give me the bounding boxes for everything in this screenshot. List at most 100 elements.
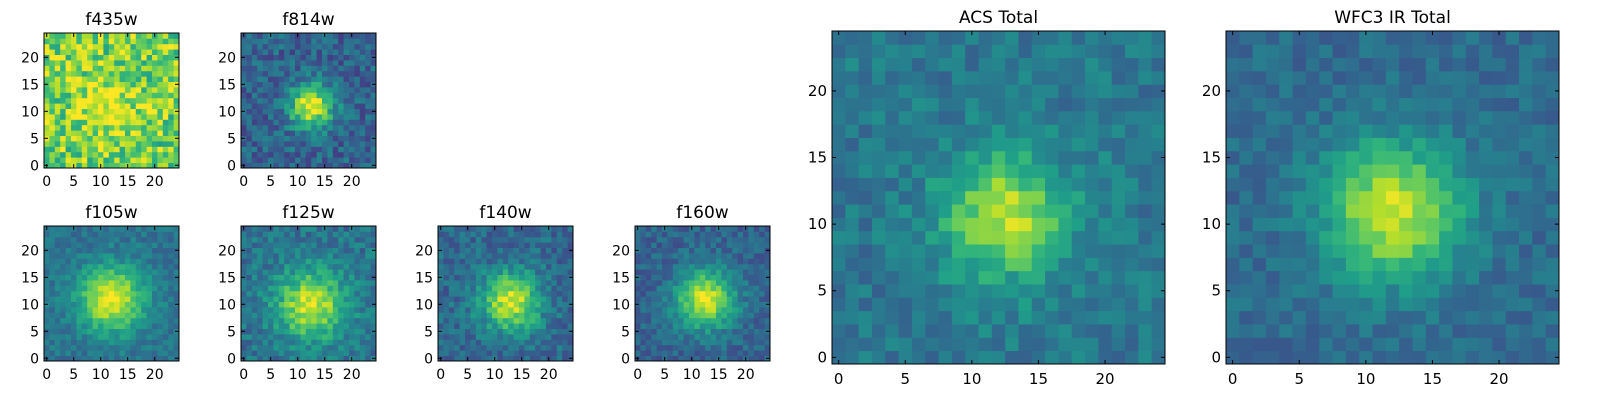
heatmap-cell [92,65,99,72]
heatmap-cell [1045,297,1059,312]
heatmap-cell [311,38,317,45]
heatmap-cell [135,65,142,72]
heatmap-cell [1045,270,1059,285]
heatmap-cell [157,334,164,340]
heatmap-cell [978,350,993,365]
heatmap-cell [556,339,563,346]
heatmap-cell [470,247,477,254]
heatmap-cell [81,87,88,93]
heatmap-cell [832,110,846,125]
heatmap-cell [305,258,312,265]
heatmap-cell [502,334,509,340]
heatmap-cell [524,328,531,335]
heatmap-cell [349,350,355,356]
heatmap-cell [168,350,174,356]
heatmap-cell [322,236,328,243]
heatmap-cell [81,290,88,297]
heatmap-cell [1005,70,1019,85]
heatmap-cell [135,108,142,115]
heatmap-cell [1138,44,1153,59]
heatmap-cell [162,269,169,275]
heatmap-cell [108,339,115,346]
heatmap-cell [343,49,350,55]
heatmap-cell [327,301,334,308]
heatmap-cell [354,247,361,254]
heatmap-cell [157,307,164,313]
heatmap-cell [119,355,126,362]
heatmap-cell [300,344,307,351]
heatmap-cell [1319,164,1333,178]
heatmap-cell [54,247,61,254]
heatmap-cell [295,301,301,308]
heatmap-cell [535,312,541,319]
heatmap-cell [845,57,860,72]
heatmap-cell [152,247,158,254]
heatmap-cell [459,290,466,297]
heatmap-cell [251,274,258,281]
heatmap-cell [470,317,477,324]
heatmap-cell [1071,284,1086,298]
heatmap-cell [705,247,711,254]
heatmap-cell [502,247,509,254]
heatmap-cell [49,54,56,61]
heatmap-cell [898,164,913,178]
heatmap-cell [911,177,926,192]
heatmap-cell [556,231,563,238]
heatmap-cell [1018,284,1033,298]
heatmap-cell [475,339,482,346]
heatmap-cell [832,97,846,112]
heatmap-cell [370,146,377,153]
heatmap-cell [845,31,860,45]
heatmap-cell [273,344,280,351]
heatmap-cell [119,151,126,158]
heatmap-cell [98,124,104,131]
heatmap-cell [300,108,307,115]
heatmap-cell [262,350,269,356]
heatmap-cell [108,312,115,319]
heatmap-cell [98,76,104,82]
heatmap-cell [481,236,487,243]
heatmap-cell [146,114,153,120]
heatmap-cell [76,49,83,55]
heatmap-cell [125,65,131,72]
heatmap-cell [640,263,647,270]
heatmap-cell [87,65,93,72]
heatmap-cell [1031,70,1046,85]
heatmap-cell [65,43,72,50]
heatmap-cell [737,355,744,362]
heatmap-cell [454,307,460,313]
heatmap-cell [1332,244,1347,258]
heatmap-cell [635,280,641,286]
heatmap-cell [327,317,334,324]
heatmap-cell [737,269,744,275]
heatmap-cell [759,328,765,335]
heatmap-cell [454,269,460,275]
heatmap-cell [645,323,652,329]
heatmap-cell [108,108,115,115]
heatmap-cell [551,301,558,308]
heatmap-cell [365,231,371,238]
heatmap-cell [246,108,253,115]
heatmap-cell [1292,270,1307,285]
heatmap-cell [1098,150,1113,165]
heatmap-cell [354,124,361,131]
heatmap-cell [1098,244,1113,258]
heatmap-cell [251,339,258,346]
heatmap-cell [645,258,652,265]
heatmap-cell [71,301,77,308]
heatmap-cell [651,258,657,265]
heatmap-cell [1439,257,1453,272]
heatmap-cell [327,280,334,286]
heatmap-cell [667,307,674,313]
heatmap-cell [556,280,563,286]
heatmap-cell [535,285,541,292]
heatmap-cell [241,323,247,329]
heatmap-cell [651,323,657,329]
heatmap-cell [311,162,317,169]
heatmap-cell [262,108,269,115]
heatmap-cell [103,355,110,362]
heatmap-cell [925,350,939,365]
heatmap-cell [1319,310,1333,325]
heatmap-cell [49,274,56,281]
